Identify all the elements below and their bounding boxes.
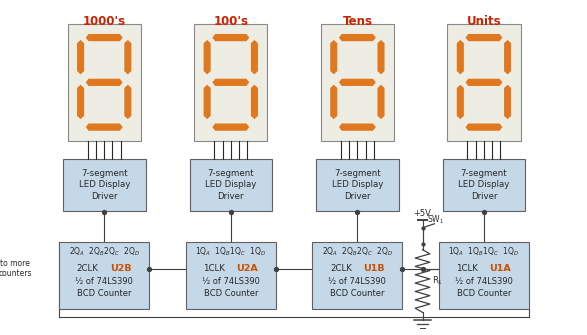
Text: 2CLK: 2CLK [330, 264, 352, 273]
Polygon shape [251, 85, 258, 119]
Polygon shape [504, 85, 511, 119]
Polygon shape [86, 124, 123, 131]
Polygon shape [377, 85, 384, 119]
Polygon shape [124, 85, 131, 119]
Polygon shape [212, 124, 249, 131]
Polygon shape [465, 124, 502, 131]
Text: 1CLK: 1CLK [457, 264, 478, 273]
Polygon shape [457, 40, 464, 74]
Polygon shape [212, 34, 249, 41]
Text: 1000's: 1000's [83, 15, 126, 27]
Text: 7-segment
LED Display
Driver: 7-segment LED Display Driver [79, 169, 130, 201]
Polygon shape [204, 85, 211, 119]
Polygon shape [465, 34, 502, 41]
Polygon shape [330, 85, 338, 119]
Text: Tens: Tens [342, 15, 372, 27]
Text: 2Q$_A$  2Q$_B$2Q$_C$  2Q$_D$: 2Q$_A$ 2Q$_B$2Q$_C$ 2Q$_D$ [322, 246, 393, 258]
Text: +5V: +5V [414, 209, 431, 218]
Text: 1Q$_A$  1Q$_B$1Q$_C$  1Q$_D$: 1Q$_A$ 1Q$_B$1Q$_C$ 1Q$_D$ [195, 246, 266, 258]
Polygon shape [330, 40, 338, 74]
Polygon shape [377, 40, 384, 74]
Text: R$_1$: R$_1$ [431, 275, 443, 287]
Text: Units: Units [467, 15, 501, 27]
Bar [186, 242, 276, 310]
Bar [443, 159, 525, 211]
Bar [439, 242, 529, 310]
Bar [312, 242, 402, 310]
Text: U2A: U2A [237, 264, 258, 273]
Text: to more
counters: to more counters [0, 259, 32, 278]
Bar [447, 23, 521, 141]
Text: ½ of 74LS390
BCD Counter: ½ of 74LS390 BCD Counter [455, 277, 513, 298]
Text: 1CLK: 1CLK [203, 264, 225, 273]
Polygon shape [465, 79, 502, 86]
Text: 2Q$_A$  2Q$_B$2Q$_C$  2Q$_D$: 2Q$_A$ 2Q$_B$2Q$_C$ 2Q$_D$ [69, 246, 140, 258]
Bar [63, 159, 146, 211]
Text: ½ of 74LS390
BCD Counter: ½ of 74LS390 BCD Counter [329, 277, 386, 298]
Text: ½ of 74LS390
BCD Counter: ½ of 74LS390 BCD Counter [202, 277, 259, 298]
Polygon shape [339, 34, 376, 41]
Text: 7-segment
LED Display
Driver: 7-segment LED Display Driver [458, 169, 510, 201]
Polygon shape [339, 79, 376, 86]
Text: U2B: U2B [110, 264, 131, 273]
Polygon shape [86, 79, 123, 86]
Text: 100's: 100's [213, 15, 248, 27]
Polygon shape [504, 40, 511, 74]
Polygon shape [457, 85, 464, 119]
Bar [59, 242, 149, 310]
Polygon shape [212, 79, 249, 86]
Text: 1Q$_A$  1Q$_B$1Q$_C$  1Q$_D$: 1Q$_A$ 1Q$_B$1Q$_C$ 1Q$_D$ [448, 246, 519, 258]
Polygon shape [77, 85, 84, 119]
Text: U1B: U1B [363, 264, 384, 273]
Bar [321, 23, 394, 141]
Text: SW$_1$: SW$_1$ [427, 213, 444, 226]
Text: 7-segment
LED Display
Driver: 7-segment LED Display Driver [332, 169, 383, 201]
Bar [194, 23, 268, 141]
Text: U1A: U1A [490, 264, 511, 273]
Bar [68, 23, 141, 141]
Polygon shape [124, 40, 131, 74]
Polygon shape [86, 34, 123, 41]
Polygon shape [204, 40, 211, 74]
Bar [316, 159, 399, 211]
Text: 2CLK: 2CLK [77, 264, 99, 273]
Polygon shape [251, 40, 258, 74]
Bar [190, 159, 272, 211]
Polygon shape [339, 124, 376, 131]
Text: 7-segment
LED Display
Driver: 7-segment LED Display Driver [205, 169, 257, 201]
Text: ½ of 74LS390
BCD Counter: ½ of 74LS390 BCD Counter [75, 277, 133, 298]
Polygon shape [77, 40, 84, 74]
